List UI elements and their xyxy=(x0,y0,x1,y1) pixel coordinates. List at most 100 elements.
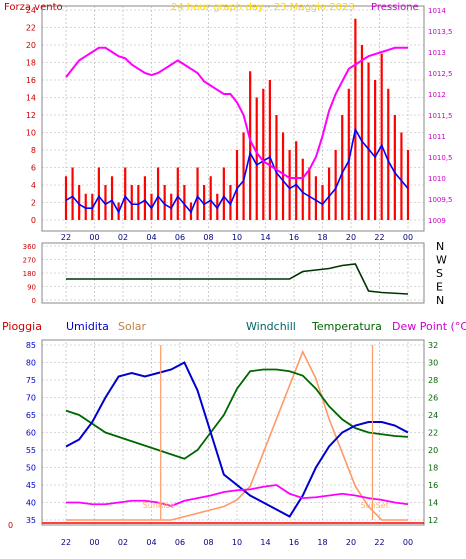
temperature-tick-label: 24 xyxy=(428,411,438,420)
solar-label: Solar xyxy=(118,320,147,333)
compass-label: W xyxy=(436,254,447,267)
humidity-tick-label: 45 xyxy=(26,481,36,490)
temperature-tick-label: 14 xyxy=(428,499,438,508)
bottom-x-tick-label: 04 xyxy=(146,538,156,547)
bottom-x-tick-label: 20 xyxy=(346,538,356,547)
compass-label: S xyxy=(436,267,443,280)
pressure-tick-label: 1010 xyxy=(428,175,446,183)
wind-tick-label: 4 xyxy=(31,181,36,190)
pressure-tick-label: 1012,5 xyxy=(428,70,453,78)
humidity-tick-label: 85 xyxy=(26,341,36,350)
pressure-tick-label: 1010,5 xyxy=(428,154,453,162)
sunrise-label: SunRise xyxy=(143,501,175,510)
pressure-tick-label: 1009,5 xyxy=(428,196,453,204)
temperature-tick-label: 22 xyxy=(428,429,438,438)
wind-tick-label: 14 xyxy=(26,94,36,103)
humidity-tick-label: 60 xyxy=(26,429,36,438)
rain-tick-label: 0 xyxy=(8,521,13,530)
bottom-x-tick-label: 00 xyxy=(89,538,99,547)
temperature-tick-label: 18 xyxy=(428,464,438,473)
pressure-tick-label: 1011 xyxy=(428,133,446,141)
humidity-tick-label: 35 xyxy=(26,516,36,525)
humidity-tick-label: 40 xyxy=(26,499,36,508)
wind-tick-label: 0 xyxy=(31,216,36,225)
temperature-tick-label: 12 xyxy=(428,516,438,525)
wind-tick-label: 22 xyxy=(26,24,36,33)
bottom-x-tick-label: 22 xyxy=(374,538,384,547)
wind-tick-label: 10 xyxy=(26,129,36,138)
pressure-tick-label: 1013,5 xyxy=(428,28,453,36)
wind-axis-label: Forza vento xyxy=(4,2,63,13)
bottom-x-tick-label: 08 xyxy=(203,538,213,547)
pressure-tick-label: 1013 xyxy=(428,49,446,57)
pressure-tick-label: 1011,5 xyxy=(428,112,453,120)
temperature-line xyxy=(65,368,409,460)
wind-direction-line xyxy=(66,263,409,295)
humidity-tick-label: 70 xyxy=(26,394,36,403)
temperature-tick-label: 16 xyxy=(428,481,438,490)
pressure-tick-label: 1012 xyxy=(428,91,446,99)
compass-label: E xyxy=(436,281,443,294)
top-x-tick-label: 00 xyxy=(89,233,99,242)
direction-tick-label: 180 xyxy=(23,270,36,278)
pressure-line xyxy=(65,46,408,179)
bottom-x-tick-label: 10 xyxy=(232,538,242,547)
wind-tick-label: 6 xyxy=(31,164,36,173)
temperature-tick-label: 30 xyxy=(428,359,438,368)
top-x-tick-label: 16 xyxy=(289,233,299,242)
top-x-tick-label: 14 xyxy=(260,233,270,242)
top-x-tick-label: 04 xyxy=(146,233,156,242)
temperature-tick-label: 26 xyxy=(428,394,438,403)
pressure-axis-label: Pressione xyxy=(371,2,419,13)
bottom-x-tick-label: 02 xyxy=(118,538,128,547)
windchill-label: Windchill xyxy=(246,320,296,333)
chart-title: 24 hour graph day - 23 Maggio 2023 xyxy=(171,2,355,13)
top-x-tick-label: 22 xyxy=(374,233,384,242)
wind-average-line xyxy=(65,127,409,214)
temperature-tick-label: 20 xyxy=(428,446,438,455)
humidity-line xyxy=(65,361,409,518)
solar-line xyxy=(66,349,408,521)
rain-label: Pioggia xyxy=(2,320,42,333)
bottom-x-tick-label: 18 xyxy=(317,538,327,547)
top-x-tick-label: 02 xyxy=(118,233,128,242)
dewpoint-line xyxy=(66,484,409,507)
top-x-tick-label: 18 xyxy=(317,233,327,242)
top-x-tick-label: 00 xyxy=(403,233,413,242)
pressure-tick-label: 1009 xyxy=(428,217,446,225)
humidity-tick-label: 75 xyxy=(26,376,36,385)
top-x-tick-label: 08 xyxy=(203,233,213,242)
dewpoint-label: Dew Point (°C) xyxy=(392,320,466,333)
wind-tick-label: 24 xyxy=(26,6,36,15)
bottom-x-tick-label: 00 xyxy=(403,538,413,547)
humidity-label: Umidita xyxy=(66,320,109,333)
wind-tick-label: 16 xyxy=(26,76,36,85)
wind-tick-label: 18 xyxy=(26,59,36,68)
bottom-x-tick-label: 14 xyxy=(260,538,270,547)
wind-tick-label: 8 xyxy=(31,146,36,155)
direction-tick-label: 360 xyxy=(23,243,36,251)
pressure-tick-label: 1014 xyxy=(428,7,446,15)
direction-tick-label: 270 xyxy=(23,257,36,265)
compass-label: N xyxy=(436,240,444,253)
bottom-x-tick-label: 22 xyxy=(61,538,71,547)
top-x-tick-label: 22 xyxy=(61,233,71,242)
temperature-tick-label: 28 xyxy=(428,376,438,385)
humidity-tick-label: 50 xyxy=(26,464,36,473)
wind-tick-label: 12 xyxy=(26,111,36,120)
direction-tick-label: 0 xyxy=(32,297,36,305)
top-x-tick-label: 20 xyxy=(346,233,356,242)
wind-tick-label: 2 xyxy=(31,199,36,208)
temperature-label: Temperatura xyxy=(311,320,382,333)
top-x-tick-label: 10 xyxy=(232,233,242,242)
wind-tick-label: 20 xyxy=(26,41,36,50)
top-x-tick-label: 06 xyxy=(175,233,185,242)
humidity-tick-label: 80 xyxy=(26,359,36,368)
sunset-label: SunSet xyxy=(360,501,388,510)
direction-tick-label: 90 xyxy=(27,284,36,292)
temperature-tick-label: 32 xyxy=(428,341,438,350)
humidity-tick-label: 55 xyxy=(26,446,36,455)
compass-label: N xyxy=(436,294,444,307)
